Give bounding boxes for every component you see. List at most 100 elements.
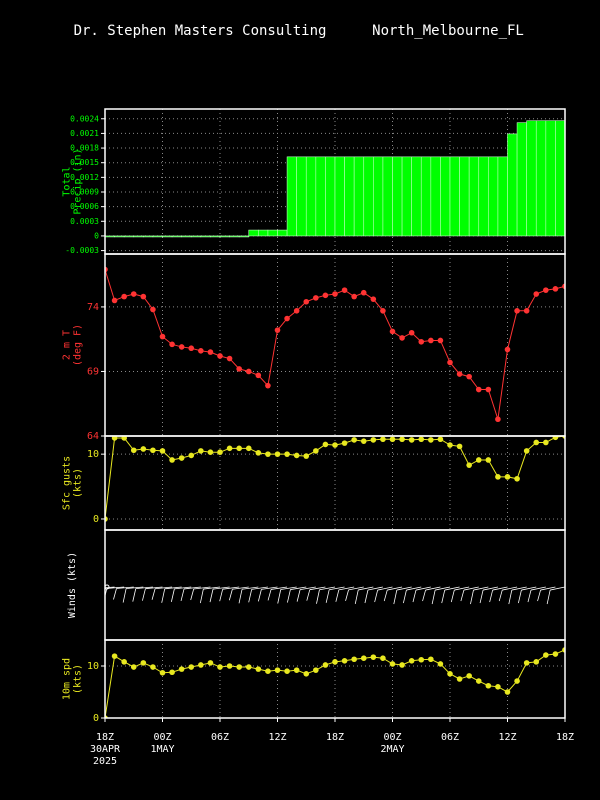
- wind-barb: [460, 586, 479, 602]
- y-axis-label: 2 m T: [62, 330, 73, 360]
- wind-barb: [257, 586, 278, 602]
- marker: [188, 345, 195, 352]
- bar: [210, 235, 221, 238]
- bar: [353, 156, 365, 237]
- marker: [408, 329, 415, 336]
- marker: [428, 337, 434, 344]
- marker: [380, 436, 386, 443]
- marker: [533, 291, 540, 297]
- marker: [150, 306, 156, 313]
- marker: [351, 437, 357, 443]
- marker: [293, 452, 300, 459]
- marker: [111, 436, 118, 441]
- marker: [360, 655, 367, 661]
- marker: [245, 368, 252, 375]
- bar: [305, 156, 317, 237]
- panel: [105, 109, 565, 254]
- bar: [555, 120, 565, 237]
- bar: [535, 120, 547, 237]
- marker: [293, 667, 300, 673]
- marker: [456, 676, 463, 682]
- wind-barb: [383, 586, 403, 602]
- marker: [207, 449, 214, 456]
- y-tick-label: 0.0003: [70, 217, 99, 226]
- marker: [408, 437, 415, 443]
- marker: [543, 439, 549, 446]
- bar: [171, 235, 182, 238]
- wind-barb: [546, 586, 565, 605]
- marker: [111, 653, 118, 659]
- marker: [159, 669, 166, 676]
- x-tick-label: 18Z: [326, 732, 344, 743]
- marker: [523, 307, 530, 314]
- marker: [485, 682, 492, 689]
- bar: [440, 156, 451, 237]
- marker: [207, 349, 214, 355]
- y-axis-label: (kts): [73, 468, 84, 498]
- marker: [159, 333, 166, 340]
- marker: [437, 661, 444, 667]
- y-axis-label: (kts): [73, 664, 84, 694]
- marker: [236, 664, 242, 670]
- bar: [516, 122, 527, 237]
- marker: [226, 663, 233, 669]
- bar: [152, 235, 163, 238]
- marker: [399, 436, 405, 443]
- bar: [392, 156, 403, 237]
- y-tick-label: 10: [87, 661, 99, 672]
- bar: [143, 235, 154, 238]
- panel: [105, 640, 565, 718]
- marker: [169, 669, 175, 676]
- marker: [428, 437, 434, 443]
- marker: [552, 286, 559, 292]
- bar: [411, 156, 422, 237]
- wind-barb: [132, 586, 153, 602]
- marker: [303, 671, 310, 677]
- bar: [344, 156, 355, 237]
- marker: [169, 457, 175, 463]
- marker: [265, 668, 271, 674]
- x-tick-sublabel: 30APR: [90, 744, 121, 755]
- wind-barb: [518, 586, 537, 604]
- wind-barb: [450, 586, 470, 603]
- marker: [447, 671, 453, 677]
- bar: [459, 156, 470, 237]
- wind-barb: [296, 586, 316, 602]
- marker: [274, 667, 281, 673]
- marker: [399, 335, 405, 341]
- marker: [533, 439, 540, 446]
- marker: [495, 416, 501, 423]
- marker: [552, 651, 559, 657]
- marker: [274, 451, 281, 457]
- marker: [130, 291, 137, 297]
- panel: [105, 436, 565, 530]
- bar: [545, 120, 556, 237]
- marker: [284, 451, 290, 457]
- wind-barb: [238, 586, 259, 604]
- marker: [255, 666, 262, 672]
- bar: [219, 235, 230, 238]
- bar: [248, 229, 259, 237]
- marker: [188, 664, 195, 670]
- location: North_Melbourne_FL: [372, 23, 524, 39]
- marker: [341, 287, 348, 293]
- bar: [267, 229, 278, 237]
- marker: [169, 341, 175, 348]
- marker: [523, 660, 530, 666]
- marker: [437, 337, 444, 344]
- wind-barb: [403, 586, 422, 604]
- wind-barb: [287, 586, 307, 603]
- wind-barb: [537, 586, 556, 602]
- wind-barb: [161, 586, 182, 603]
- marker: [370, 654, 377, 660]
- bar: [114, 235, 125, 238]
- marker: [341, 658, 348, 664]
- marker: [475, 678, 482, 684]
- title: Dr. Stephen Masters Consulting: [74, 23, 327, 39]
- bar: [190, 235, 202, 238]
- wind-barb: [470, 586, 489, 605]
- marker: [178, 455, 185, 461]
- bar: [401, 156, 412, 237]
- marker: [370, 437, 377, 443]
